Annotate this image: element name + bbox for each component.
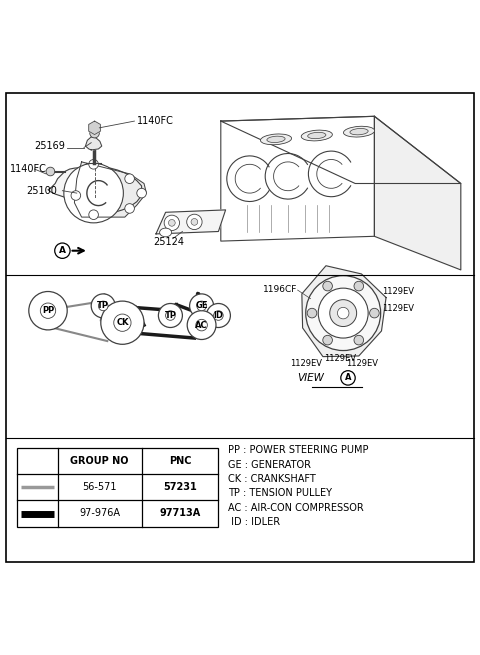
Circle shape [191,219,198,225]
Circle shape [187,214,202,230]
Text: CK : CRANKSHAFT: CK : CRANKSHAFT [228,474,316,484]
Circle shape [341,371,355,385]
Circle shape [55,243,70,258]
Ellipse shape [344,126,374,137]
Circle shape [354,281,364,291]
Ellipse shape [350,128,368,135]
Circle shape [323,335,332,345]
Text: 1129EV: 1129EV [290,359,323,368]
Text: TP: TP [164,311,176,320]
Circle shape [197,301,206,310]
Ellipse shape [267,136,285,143]
Polygon shape [221,117,461,183]
Circle shape [89,210,98,219]
Text: A: A [345,373,351,383]
Ellipse shape [301,130,332,141]
Ellipse shape [261,134,291,145]
Circle shape [164,215,180,231]
Text: GE : GENERATOR: GE : GENERATOR [228,460,311,470]
Circle shape [196,320,207,331]
Circle shape [125,174,134,183]
Circle shape [158,303,182,328]
Circle shape [354,335,364,345]
Text: 56-571: 56-571 [83,482,117,492]
Circle shape [64,163,123,223]
Circle shape [90,128,99,138]
Polygon shape [302,266,386,356]
Text: 1196CF: 1196CF [263,285,297,293]
Polygon shape [48,167,142,212]
Circle shape [91,294,115,318]
Text: 97713A: 97713A [159,508,201,519]
Circle shape [318,288,368,338]
Circle shape [307,309,317,318]
Circle shape [40,303,56,318]
Text: 25124: 25124 [154,237,185,247]
Ellipse shape [308,132,326,139]
Circle shape [114,314,131,331]
Circle shape [187,310,216,339]
Text: 1140FC: 1140FC [137,116,174,126]
Circle shape [125,204,134,214]
Text: 1129EV: 1129EV [382,304,414,313]
Circle shape [71,191,81,200]
Polygon shape [85,137,102,150]
Circle shape [330,299,357,327]
Circle shape [370,309,379,318]
Circle shape [306,276,381,350]
Text: AC : AIR-CON COMPRESSOR: AC : AIR-CON COMPRESSOR [228,502,364,513]
Circle shape [101,301,144,345]
Text: 25100: 25100 [26,186,57,196]
Circle shape [98,301,108,310]
Text: AC: AC [195,320,208,329]
Text: A: A [59,246,66,255]
Text: PNC: PNC [169,456,191,466]
Text: GE: GE [195,301,208,310]
Ellipse shape [159,228,172,236]
Text: 1140FC: 1140FC [10,164,47,174]
Text: 1129EV: 1129EV [382,287,414,296]
Text: 97-976A: 97-976A [79,508,120,519]
Text: PP : POWER STEERING PUMP: PP : POWER STEERING PUMP [228,445,369,455]
Circle shape [46,167,55,176]
Circle shape [323,281,333,291]
Circle shape [29,291,67,330]
Circle shape [337,307,349,319]
Polygon shape [74,162,146,217]
Circle shape [137,188,146,198]
Polygon shape [374,117,461,270]
Text: VIEW: VIEW [297,373,324,383]
Text: TP: TP [97,301,109,310]
Bar [17,447,218,527]
Text: 57231: 57231 [163,482,197,492]
Circle shape [206,303,230,328]
Polygon shape [156,210,226,234]
Polygon shape [221,117,374,241]
Text: ID : IDLER: ID : IDLER [228,517,280,527]
Circle shape [190,294,214,318]
Text: 25169: 25169 [35,141,65,151]
Text: CK: CK [116,318,129,328]
Circle shape [166,310,175,320]
Text: PP: PP [42,306,54,315]
Polygon shape [89,121,100,134]
Text: 1129EV: 1129EV [324,354,356,364]
Circle shape [168,219,175,226]
Circle shape [214,310,223,320]
Circle shape [89,160,98,169]
Text: TP : TENSION PULLEY: TP : TENSION PULLEY [228,488,332,498]
Text: GROUP NO: GROUP NO [71,456,129,466]
Text: ID: ID [214,311,223,320]
Text: 1129EV: 1129EV [346,359,378,368]
